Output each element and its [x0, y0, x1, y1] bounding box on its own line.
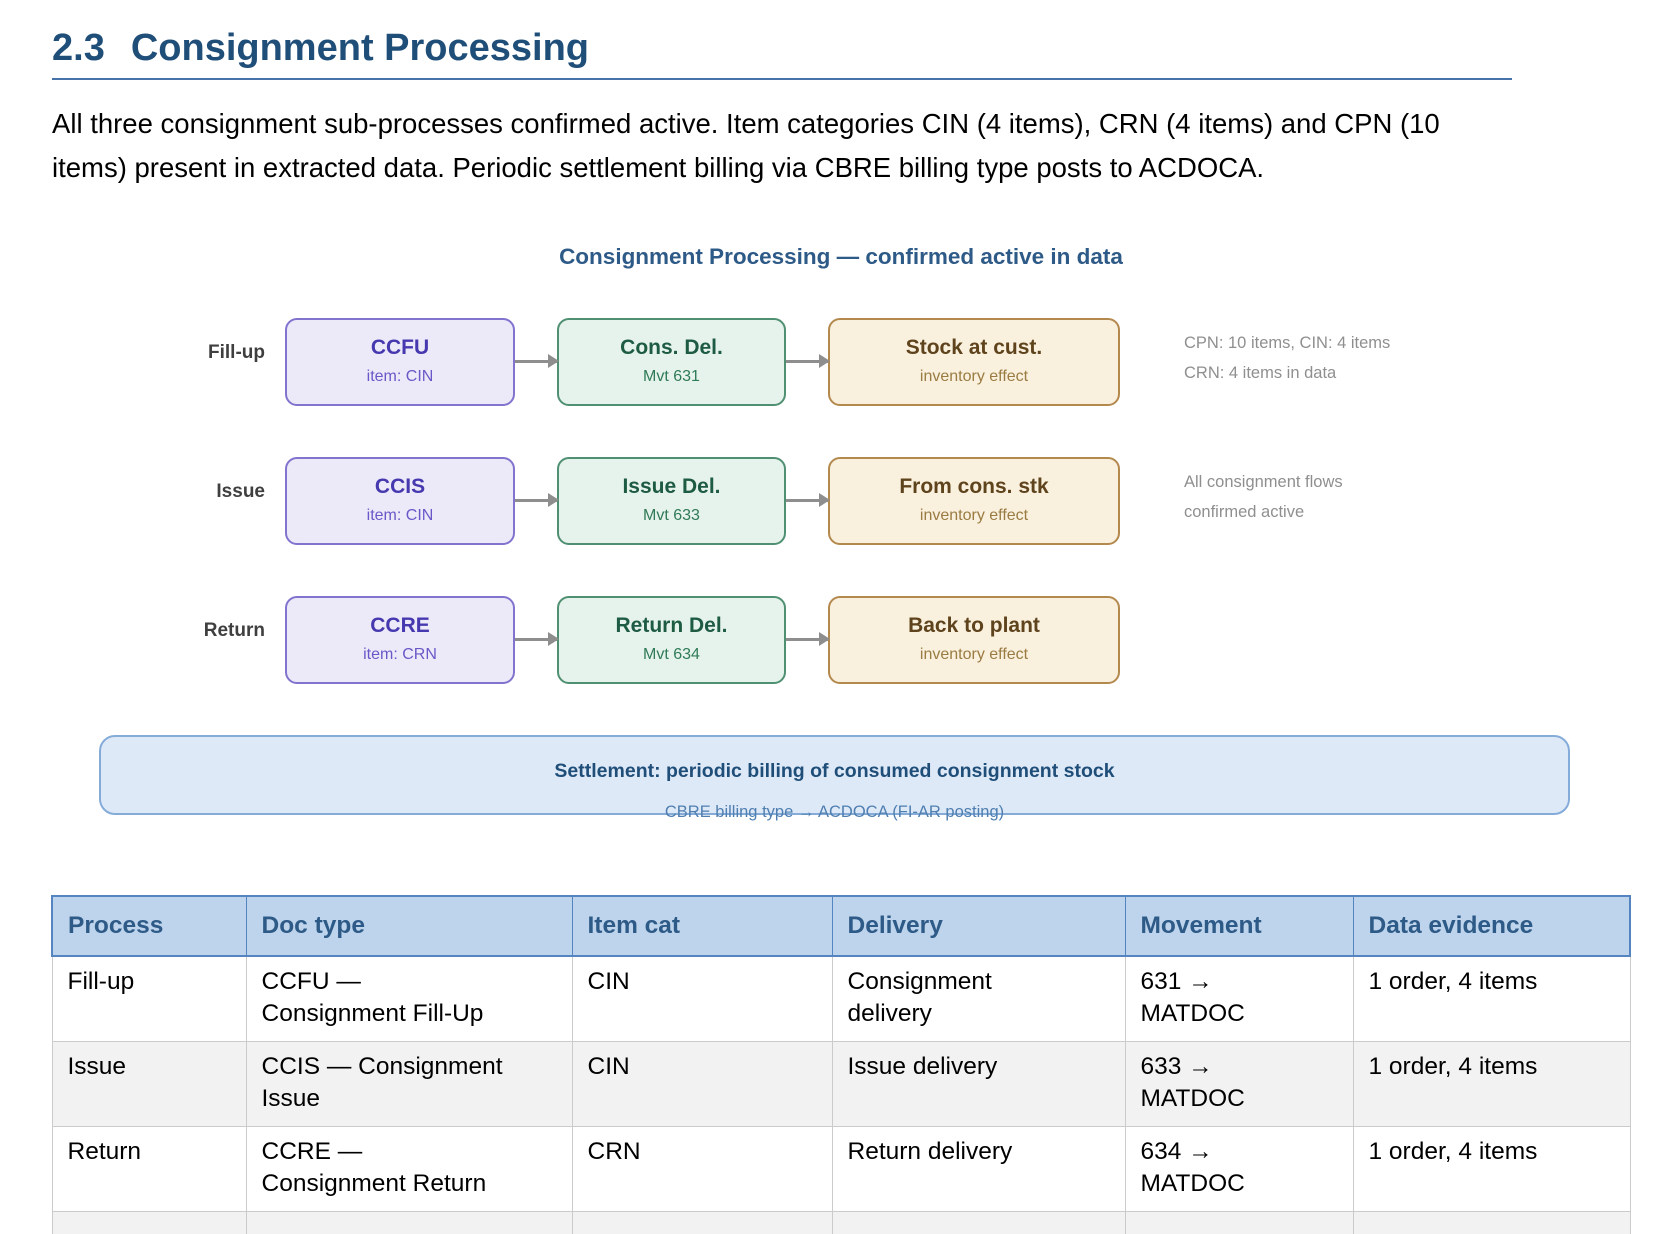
box-title: CCRE [370, 614, 430, 637]
delivery-box: Cons. Del. Mvt 631 [557, 318, 786, 406]
box-subtitle: item: CIN [366, 368, 434, 385]
inventory-effect-box: From cons. stk inventory effect [828, 457, 1120, 545]
box-subtitle: inventory effect [919, 368, 1029, 385]
table-cell [571, 1211, 833, 1234]
box-subtitle: inventory effect [919, 646, 1029, 663]
inventory-effect-box: Back to plant inventory effect [828, 596, 1120, 684]
box-subtitle: Mvt 634 [643, 646, 700, 663]
cell-delivery: Issue delivery [831, 1041, 1126, 1127]
box-title: CCFU [370, 336, 430, 359]
section-heading: 2.3 Consignment Processing [52, 28, 1512, 80]
settlement-subtitle: CBRE billing type → ACDOCA (FI-AR postin… [664, 803, 1005, 821]
box-title: CCIS [374, 475, 426, 498]
annotation-line: All consignment flows [1184, 473, 1343, 491]
flow-arrow-icon [515, 354, 559, 368]
box-title: Issue Del. [622, 475, 721, 498]
settlement-banner: Settlement: periodic billing of consumed… [99, 735, 1570, 821]
flow-row-label: Return [203, 620, 265, 641]
table-cell [1124, 1211, 1354, 1234]
column-header-data-evidence: Data evidence [1352, 895, 1631, 957]
cell-delivery: Return delivery [831, 1126, 1126, 1212]
table-cell [1352, 1211, 1631, 1234]
flow-rows: Fill-up CCFU item: CIN Cons. Del. Mvt 63… [52, 318, 1630, 684]
delivery-box: Return Del. Mvt 634 [557, 596, 786, 684]
flow-row-issue: Issue CCIS item: CIN Issue Del. Mvt 633 … [52, 457, 1630, 545]
table-row-issue: Issue CCIS — Consignment Issue CIN Issue… [51, 1041, 1631, 1127]
intro-paragraph: All three consignment sub-processes conf… [52, 108, 1440, 183]
inventory-effect-box: Stock at cust. inventory effect [828, 318, 1120, 406]
cell-movement: 633 → MATDOC [1124, 1041, 1354, 1127]
table-row-return: Return CCRE — Consignment Return CRN Ret… [51, 1126, 1631, 1212]
doc-type-box: CCRE item: CRN [285, 596, 515, 684]
cell-evidence: 1 order, 4 items [1352, 956, 1631, 1042]
box-subtitle: Mvt 631 [643, 368, 700, 385]
flow-arrow-icon [786, 354, 830, 368]
section-number: 2.3 [52, 27, 105, 69]
column-header-doc-type: Doc type [245, 895, 573, 957]
table-cell [245, 1211, 573, 1234]
flow-annotation: All consignment flows confirmed active [1184, 457, 1343, 527]
box-subtitle: item: CIN [366, 507, 434, 524]
cell-process: Return [51, 1126, 247, 1212]
annotation-line: confirmed active [1184, 503, 1305, 521]
box-subtitle: inventory effect [919, 507, 1029, 524]
cell-doc-type: CCFU — Consignment Fill-Up [245, 956, 573, 1042]
box-title: Back to plant [908, 614, 1040, 637]
cell-process: Fill-up [51, 956, 247, 1042]
doc-type-box: CCIS item: CIN [285, 457, 515, 545]
diagram-title: Consignment Processing — confirmed activ… [559, 244, 1123, 269]
consignment-flow-diagram: Consignment Processing — confirmed activ… [52, 242, 1630, 821]
table-row-fillup: Fill-up CCFU — Consignment Fill-Up CIN C… [51, 956, 1631, 1042]
cell-item-cat: CIN [571, 956, 833, 1042]
column-header-process: Process [51, 895, 247, 957]
cell-evidence: 1 order, 4 items [1352, 1126, 1631, 1212]
table-row-partial [51, 1211, 1631, 1234]
cell-doc-type: CCIS — Consignment Issue [245, 1041, 573, 1127]
box-subtitle: item: CRN [363, 646, 437, 663]
column-header-delivery: Delivery [831, 895, 1126, 957]
column-header-item-cat: Item cat [571, 895, 833, 957]
doc-type-box: CCFU item: CIN [285, 318, 515, 406]
flow-row-fillup: Fill-up CCFU item: CIN Cons. Del. Mvt 63… [52, 318, 1630, 406]
table-header-row: Process Doc type Item cat Delivery Movem… [51, 895, 1631, 957]
box-title: Stock at cust. [905, 336, 1043, 359]
cell-movement: 634 → MATDOC [1124, 1126, 1354, 1212]
table-cell [51, 1211, 247, 1234]
flow-row-return: Return CCRE item: CRN Return Del. Mvt 63… [52, 596, 1630, 684]
cell-item-cat: CRN [571, 1126, 833, 1212]
table-cell [831, 1211, 1126, 1234]
process-evidence-table-wrap: Process Doc type Item cat Delivery Movem… [51, 895, 1678, 1234]
section-title: Consignment Processing [130, 27, 590, 69]
flow-arrow-icon [786, 632, 830, 646]
annotation-line: CRN: 4 items in data [1184, 364, 1337, 382]
column-header-movement: Movement [1124, 895, 1354, 957]
cell-movement: 631 → MATDOC [1124, 956, 1354, 1042]
flow-row-label: Issue [216, 481, 265, 502]
box-title: Cons. Del. [620, 336, 723, 359]
box-title: From cons. stk [899, 475, 1049, 498]
box-title: Return Del. [615, 614, 728, 637]
delivery-box: Issue Del. Mvt 633 [557, 457, 786, 545]
cell-delivery: Consignment delivery [831, 956, 1126, 1042]
cell-doc-type: CCRE — Consignment Return [245, 1126, 573, 1212]
flow-row-label: Fill-up [208, 342, 265, 363]
flow-arrow-icon [515, 493, 559, 507]
flow-annotation: CPN: 10 items, CIN: 4 items CRN: 4 items… [1184, 318, 1390, 388]
annotation-line: CPN: 10 items, CIN: 4 items [1184, 334, 1391, 352]
flow-arrow-icon [786, 493, 830, 507]
flow-arrow-icon [515, 632, 559, 646]
cell-process: Issue [51, 1041, 247, 1127]
process-evidence-table: Process Doc type Item cat Delivery Movem… [51, 895, 1631, 1234]
cell-item-cat: CIN [571, 1041, 833, 1127]
box-subtitle: Mvt 633 [643, 507, 700, 524]
settlement-title: Settlement: periodic billing of consumed… [554, 760, 1115, 782]
cell-evidence: 1 order, 4 items [1352, 1041, 1631, 1127]
